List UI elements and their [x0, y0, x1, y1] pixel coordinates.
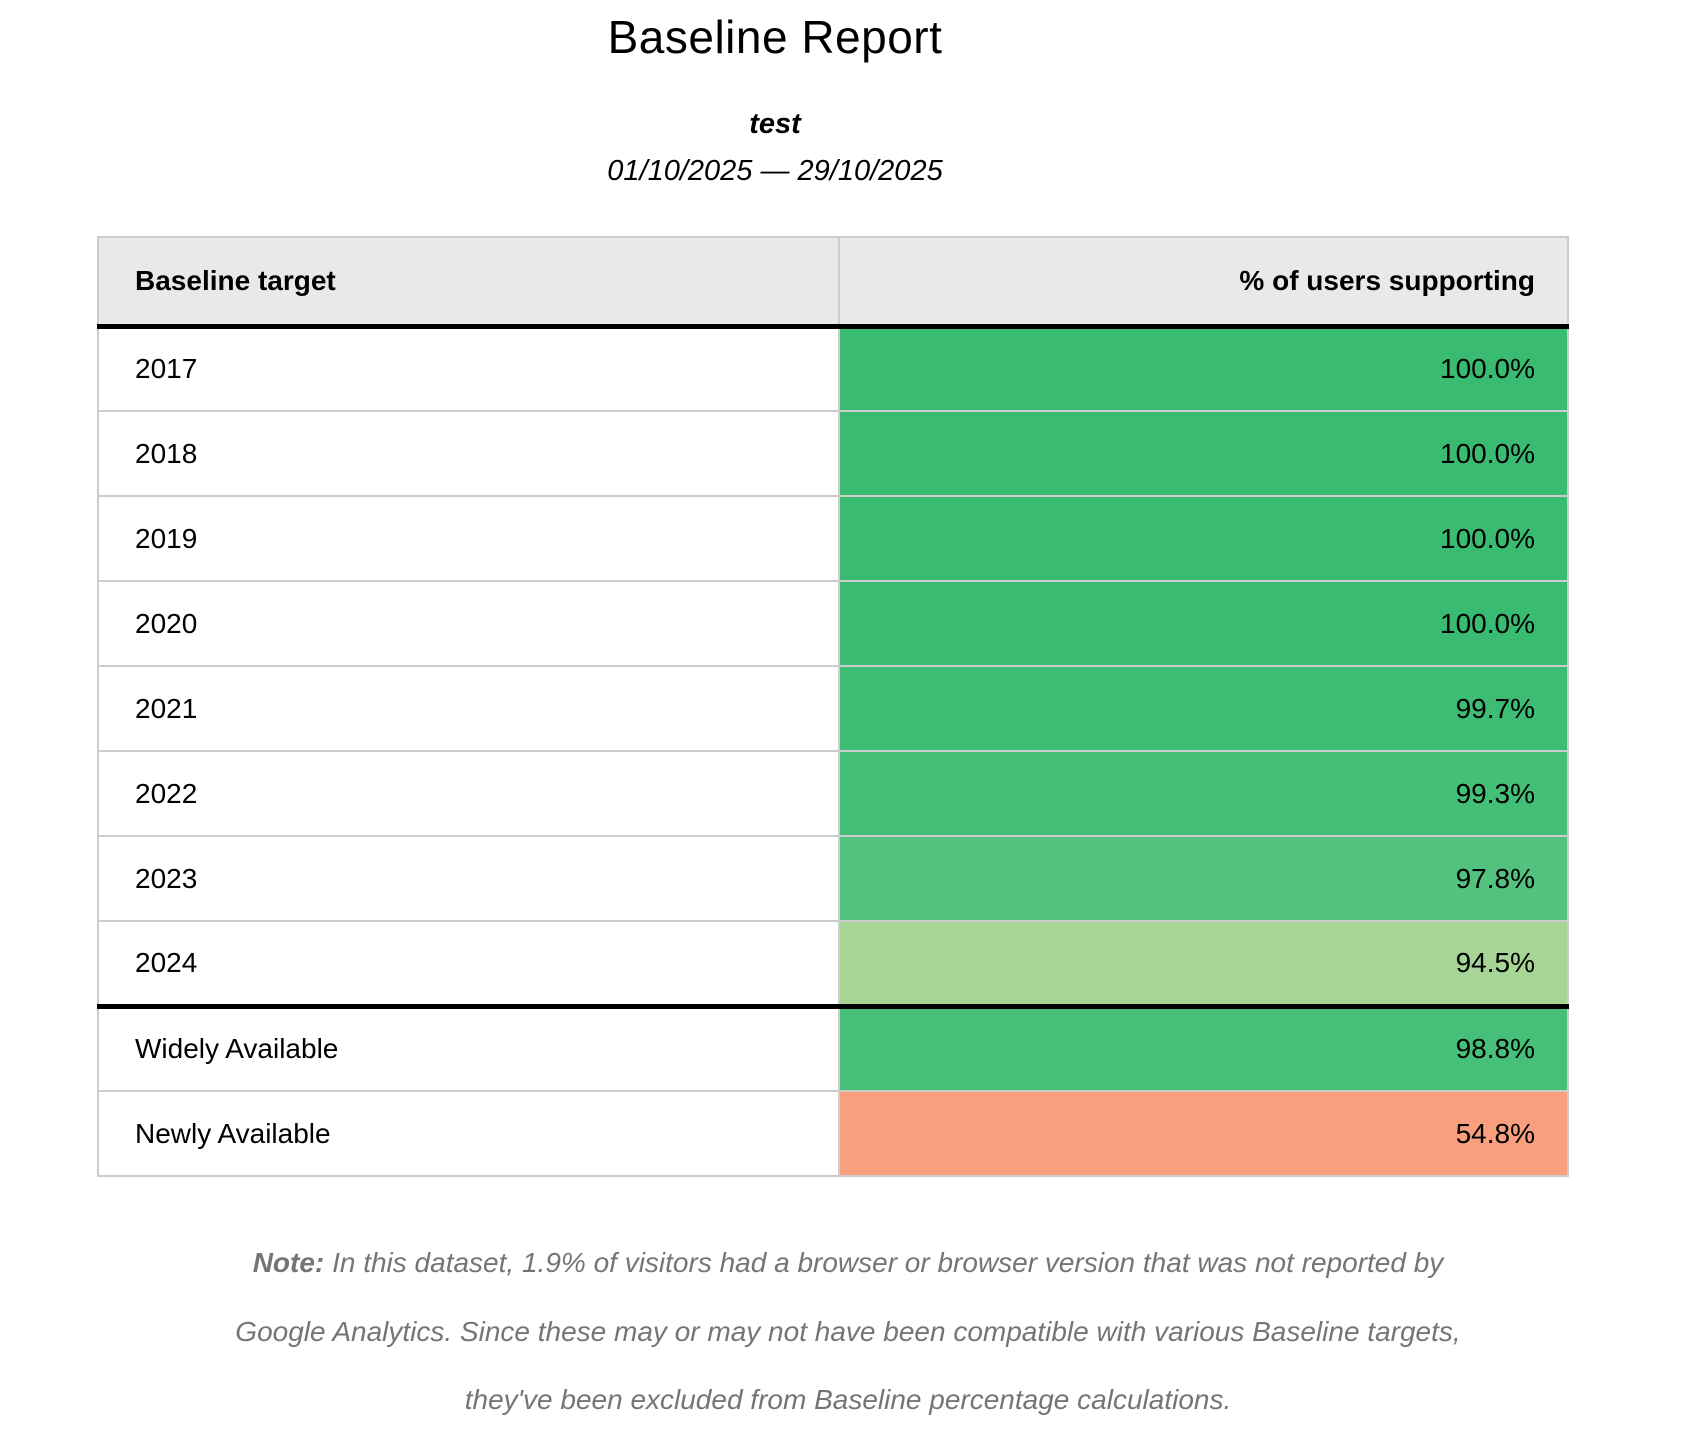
column-header-percent-supporting: % of users supporting: [838, 236, 1569, 329]
row-target: 2019: [97, 495, 840, 582]
column-header-baseline-target: Baseline target: [97, 236, 840, 329]
row-value: 97.8%: [838, 835, 1569, 922]
report-header: Baseline Report test 01/10/2025 — 29/10/…: [0, 0, 1550, 188]
report-subtitle: test: [749, 108, 801, 140]
row-target: 2017: [97, 325, 840, 412]
footnote-text: In this dataset, 1.9% of visitors had a …: [235, 1247, 1461, 1416]
table-row-2017: 2017 100.0%: [97, 325, 1569, 412]
row-value: 100.0%: [838, 495, 1569, 582]
row-target: 2020: [97, 580, 840, 667]
row-target: 2021: [97, 665, 840, 752]
page-title: Baseline Report: [607, 11, 943, 63]
row-value: 99.3%: [838, 750, 1569, 837]
row-target: 2023: [97, 835, 840, 922]
table-row-2023: 2023 97.8%: [97, 835, 1569, 922]
footnote-label: Note:: [252, 1247, 325, 1278]
footnote: Note: In this dataset, 1.9% of visitors h…: [208, 1229, 1488, 1435]
row-target: Newly Available: [97, 1090, 840, 1177]
baseline-report-table: Baseline target % of users supporting 20…: [97, 236, 1569, 1177]
table-row-2019: 2019 100.0%: [97, 495, 1569, 582]
row-target: 2022: [97, 750, 840, 837]
table-row-2018: 2018 100.0%: [97, 410, 1569, 497]
row-value: 54.8%: [838, 1090, 1569, 1177]
row-value: 99.7%: [838, 665, 1569, 752]
row-value: 98.8%: [838, 1003, 1569, 1092]
table-header-row: Baseline target % of users supporting: [97, 236, 1569, 329]
table-row-2021: 2021 99.7%: [97, 665, 1569, 752]
table-row-newly-available: Newly Available 54.8%: [97, 1090, 1569, 1177]
table-row-2024: 2024 94.5%: [97, 920, 1569, 1007]
row-value: 100.0%: [838, 410, 1569, 497]
row-value: 94.5%: [838, 920, 1569, 1007]
table-row-widely-available: Widely Available 98.8%: [97, 1003, 1569, 1092]
row-value: 100.0%: [838, 325, 1569, 412]
table-row-2020: 2020 100.0%: [97, 580, 1569, 667]
row-target: 2018: [97, 410, 840, 497]
table-row-2022: 2022 99.3%: [97, 750, 1569, 837]
row-target: Widely Available: [97, 1003, 840, 1092]
row-value: 100.0%: [838, 580, 1569, 667]
report-date-range: 01/10/2025 — 29/10/2025: [607, 155, 943, 187]
row-target: 2024: [97, 920, 840, 1007]
